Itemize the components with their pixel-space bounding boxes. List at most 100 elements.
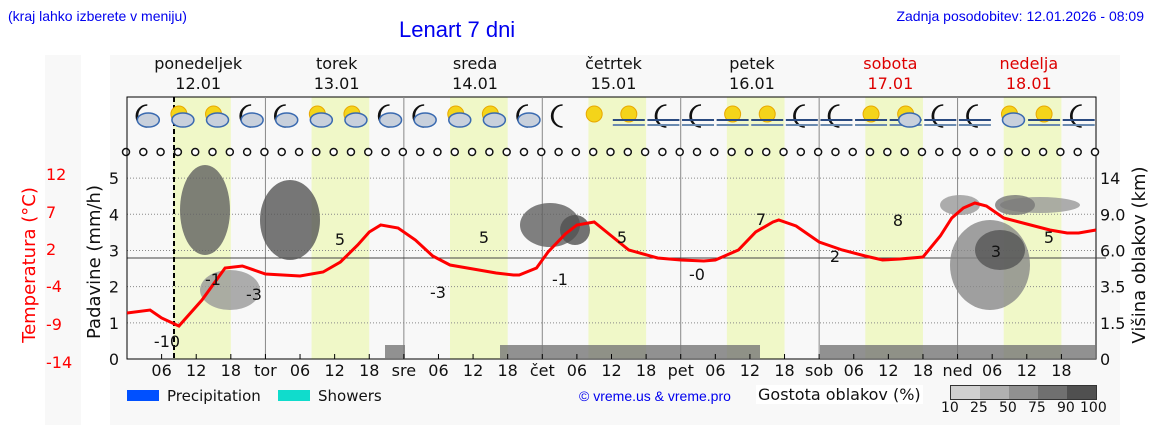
sun-icon [758, 105, 776, 123]
temp-annotation: 8 [893, 211, 903, 230]
x-tick-label: 12 [601, 361, 621, 380]
daylight-band [311, 97, 370, 359]
day-name: torek [316, 54, 358, 73]
x-tick-label: 18 [359, 361, 379, 380]
svg-text:-4: -4 [46, 277, 62, 296]
day-name: četrtek [585, 54, 643, 73]
moon-icon [689, 104, 702, 128]
day-date: 14.01 [452, 74, 498, 93]
cloud-blob [940, 195, 980, 215]
x-tick-label: 12 [186, 361, 206, 380]
cloud-icon [344, 112, 368, 128]
copyright-link[interactable]: © vreme.us & vreme.pro [579, 388, 731, 404]
svg-text:5: 5 [109, 169, 119, 188]
sun-icon [862, 105, 880, 123]
temp-annotation: -0 [689, 265, 705, 284]
day-name: ponedeljek [154, 54, 243, 73]
svg-text:3.5: 3.5 [1100, 278, 1125, 297]
x-tick-label: čet [530, 361, 555, 380]
cloud-icon [240, 112, 264, 128]
svg-text:6.0: 6.0 [1100, 241, 1125, 260]
moon-icon [931, 104, 944, 128]
region-menu-note[interactable]: (kraj lahko izberete v meniju) [8, 8, 187, 24]
last-update: Zadnja posodobitev: 12.01.2026 - 08:09 [896, 8, 1144, 24]
cloud-density-label: Gostota oblakov (%) [756, 385, 923, 404]
legend-showers: Showers [318, 387, 382, 405]
daylight-band [865, 97, 923, 359]
day-date: 17.01 [867, 74, 913, 93]
moon-icon [654, 104, 667, 128]
x-tick-label: 18 [221, 361, 241, 380]
cloud-blob [180, 165, 230, 255]
day-name: nedelja [999, 54, 1058, 73]
cloud-icon [136, 112, 161, 128]
svg-text:Temperatura (°C): Temperatura (°C) [19, 187, 40, 344]
svg-text:14: 14 [1100, 169, 1120, 188]
svg-text:0: 0 [109, 350, 119, 369]
svg-text:7: 7 [46, 203, 56, 222]
colorbar-tick: 75 [1028, 400, 1046, 416]
x-tick-label: 06 [982, 361, 1002, 380]
svg-text:2: 2 [109, 278, 119, 297]
temp-annotation: 5 [617, 228, 627, 247]
x-tick-label: ned [943, 361, 973, 380]
svg-text:4: 4 [109, 205, 119, 224]
day-name: sreda [453, 54, 497, 73]
day-date: 16.01 [729, 74, 775, 93]
cloud-icon [378, 112, 403, 128]
x-tick-label: 12 [324, 361, 344, 380]
cloud-icon [309, 112, 334, 128]
x-tick-label: 06 [428, 361, 448, 380]
x-tick-label: 12 [463, 361, 483, 380]
colorbar-tick: 10 [941, 400, 959, 416]
temp-annotation: 5 [1044, 228, 1054, 247]
temp-annotation: 2 [830, 247, 840, 266]
cloud-blob [260, 180, 320, 260]
x-tick-label: pet [668, 361, 694, 380]
cloud-icon [205, 112, 230, 128]
x-tick-label: 18 [774, 361, 794, 380]
page-title: Lenart 7 dni [399, 17, 516, 42]
legend-precipitation: Precipitation [167, 387, 261, 405]
colorbar-tick: 50 [999, 400, 1017, 416]
svg-text:-9: -9 [46, 315, 62, 334]
temp-annotation: 5 [335, 230, 345, 249]
svg-text:3: 3 [109, 241, 119, 260]
day-name: sobota [863, 54, 917, 73]
temp-annotation: -1 [552, 270, 568, 289]
x-tick-label: 18 [1051, 361, 1071, 380]
moon-icon [1070, 104, 1082, 128]
moon-icon [550, 104, 563, 128]
daylight-band [1003, 97, 1062, 359]
day-date: 18.01 [1006, 74, 1052, 93]
sun-icon [724, 105, 742, 123]
cloud-icon [517, 112, 541, 128]
cloud-blob [560, 215, 590, 245]
moon-icon [966, 104, 978, 128]
svg-text:2: 2 [46, 240, 56, 259]
temp-annotation: -10 [154, 332, 180, 351]
temp-annotation: -1 [205, 270, 221, 289]
x-tick-label: tor [254, 361, 277, 380]
moon-icon [793, 104, 805, 128]
temp-annotation: -3 [246, 285, 262, 304]
cloud-blob [995, 195, 1035, 215]
x-tick-label: 12 [1017, 361, 1037, 380]
x-tick-label: 18 [497, 361, 517, 380]
cloud-icon [274, 112, 299, 128]
cloud-icon [448, 112, 472, 128]
temp-annotation: 7 [756, 210, 766, 229]
svg-text:12: 12 [46, 165, 66, 184]
sun-icon [585, 105, 603, 123]
temp-axis-panel [45, 55, 81, 425]
cloud-icon [171, 112, 195, 128]
day-date: 13.01 [314, 74, 360, 93]
showers-swatch [278, 390, 310, 401]
svg-text:Padavine (mm/h): Padavine (mm/h) [84, 185, 105, 339]
temp-annotation: -3 [430, 283, 446, 302]
cloud-icon [482, 112, 507, 128]
daylight-band [726, 97, 785, 359]
cloud-density-colorbar [950, 385, 1097, 400]
x-tick-label: 06 [844, 361, 864, 380]
cloud-icon [1001, 112, 1026, 128]
